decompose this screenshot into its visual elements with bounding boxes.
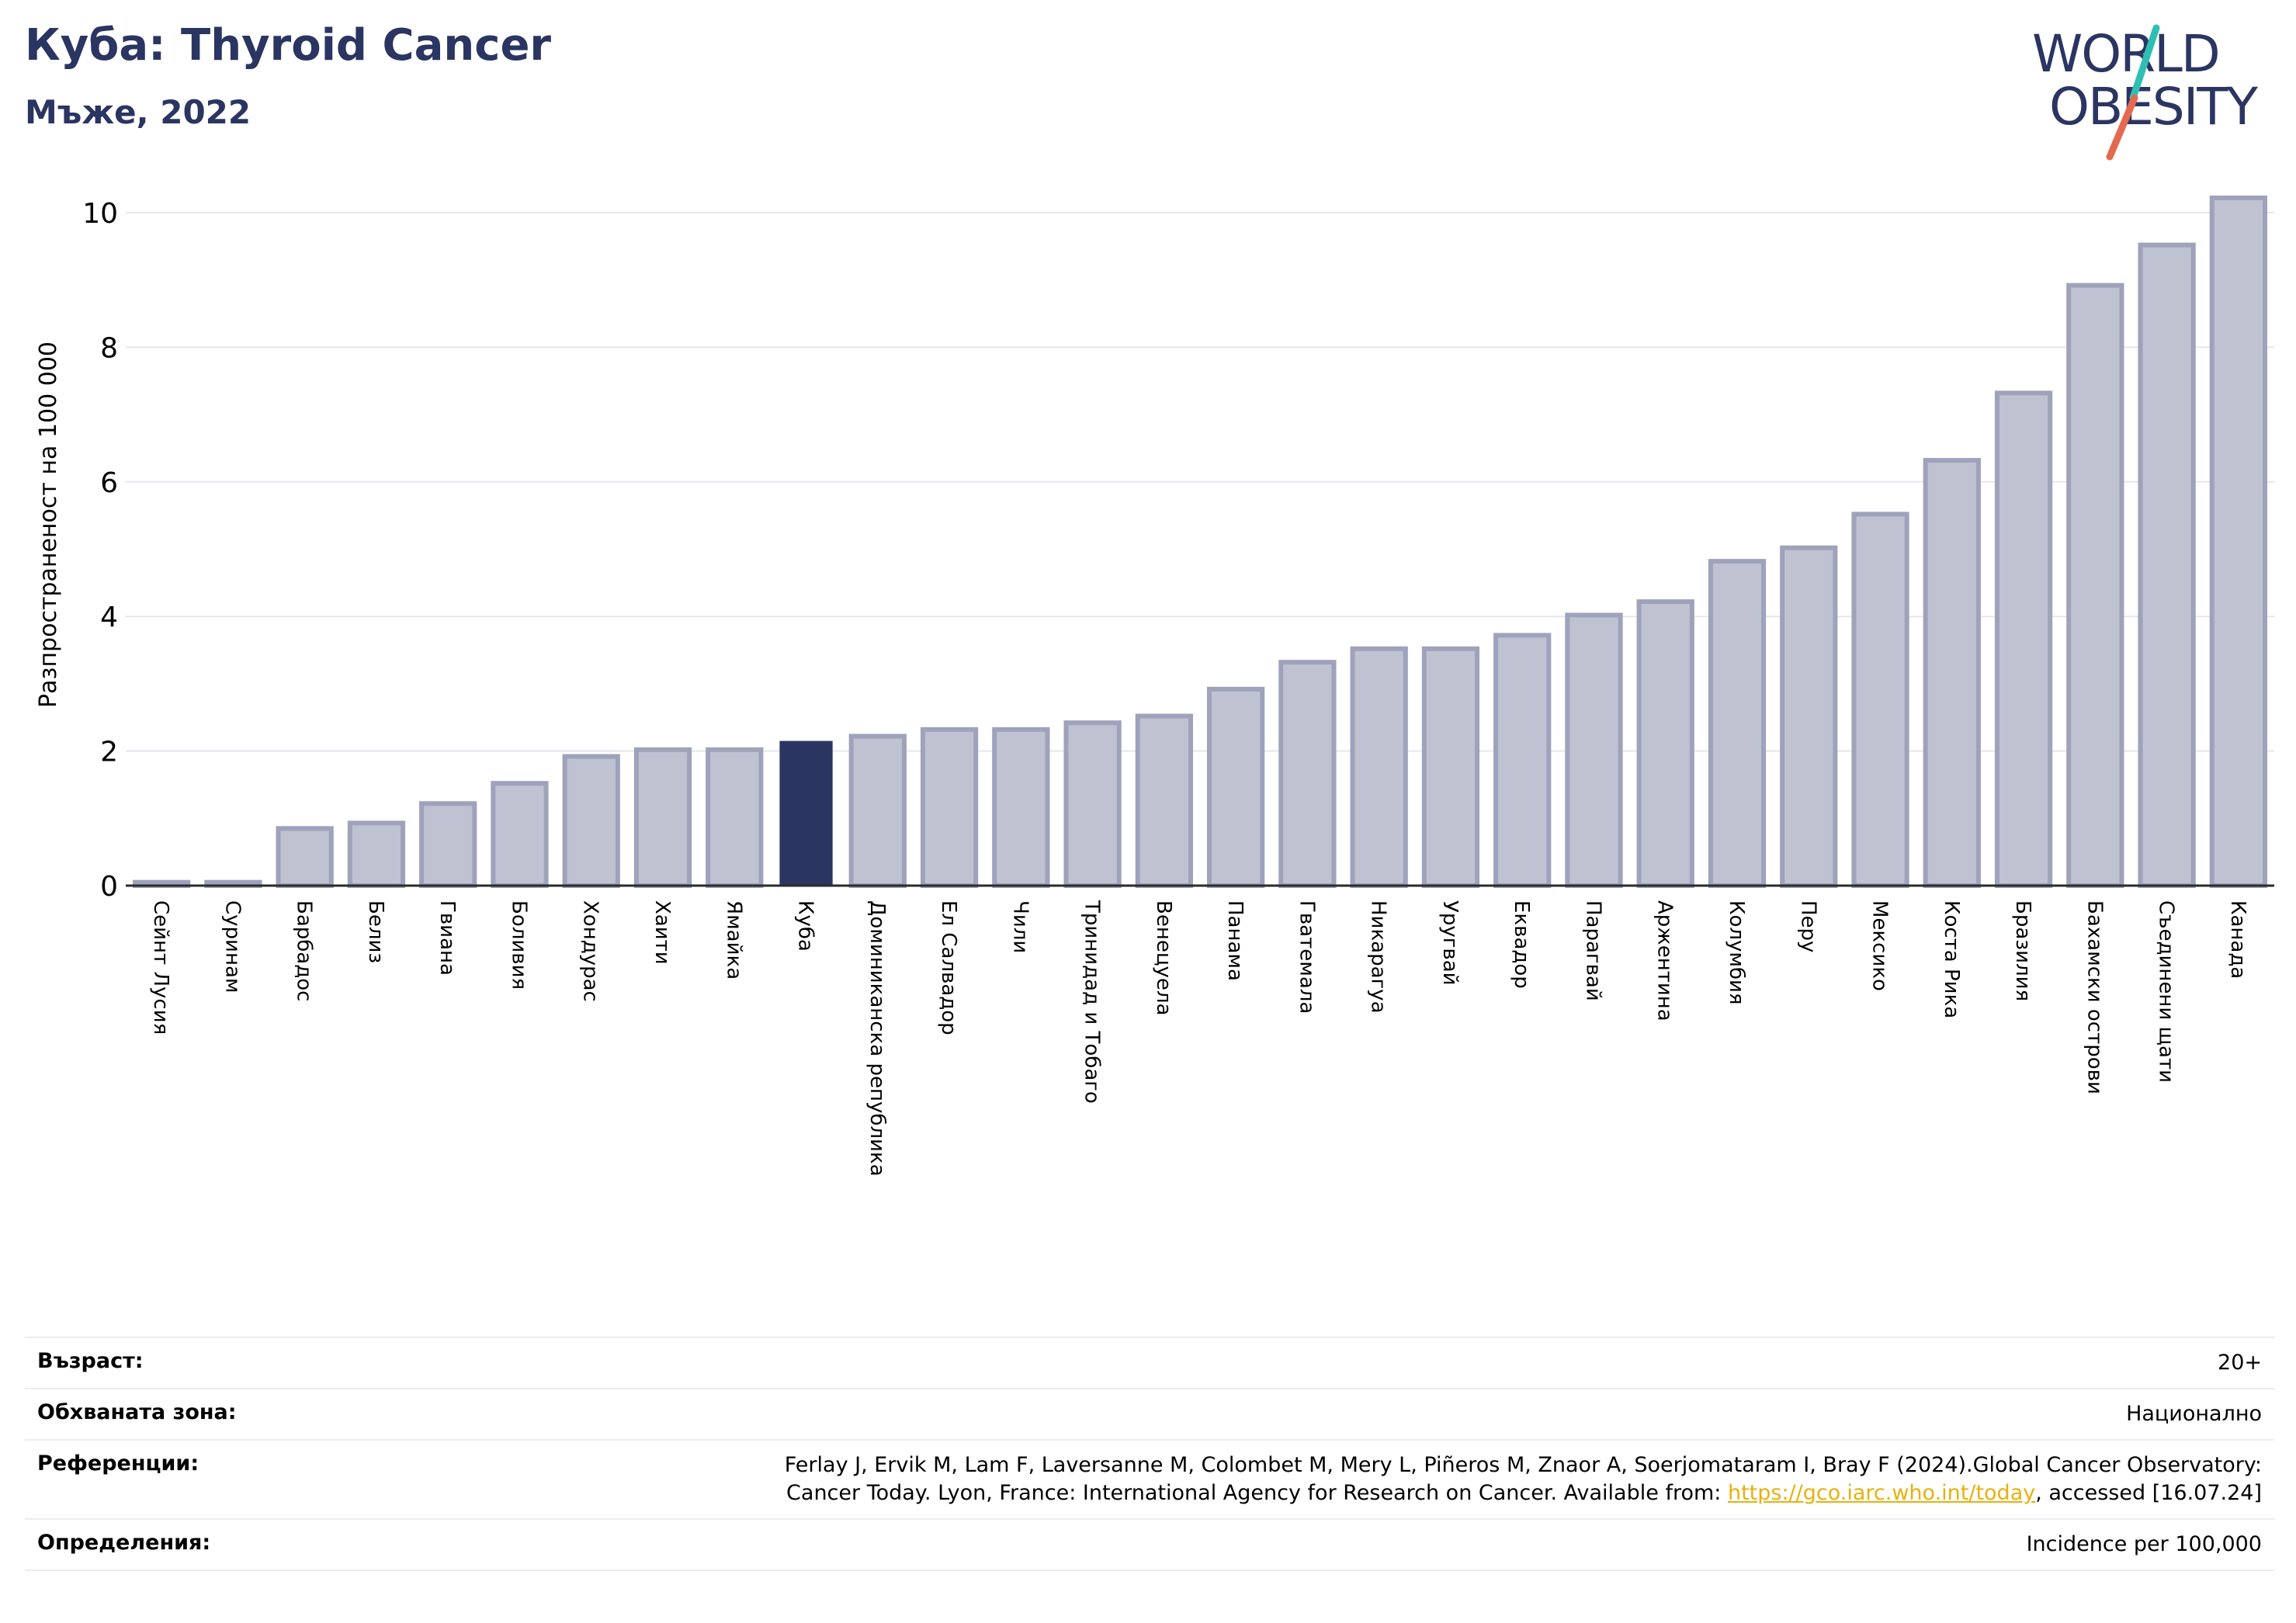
bar <box>1923 458 1981 888</box>
bar <box>2138 242 2196 888</box>
metadata-table: Възраст: 20+ Обхваната зона: Национално … <box>25 1337 2274 1571</box>
logo-line-obesity: OBESITY <box>2049 77 2259 137</box>
x-tick-label: Панама <box>1223 900 1247 981</box>
y-tick-label: 2 <box>100 737 118 768</box>
coverage-value: Национално <box>2126 1402 2262 1426</box>
y-axis-title: Разпространеност на 100 000 <box>35 342 62 708</box>
coverage-label: Обхваната зона: <box>37 1400 237 1424</box>
bar <box>1708 559 1767 889</box>
logo-slash-teal <box>2129 24 2160 102</box>
y-tick-label: 4 <box>100 602 118 633</box>
x-tick-label: Еквадор <box>1510 900 1533 989</box>
meta-row-definitions: Определения: Incidence per 100,000 <box>25 1518 2274 1571</box>
x-tick-label: Мексико <box>1868 900 1892 991</box>
x-tick-label: Венецуела <box>1152 900 1175 1015</box>
bar-chart: 0 2 4 6 8 10 Сейнт Лусия Суринам Барбадос Белиз Г… <box>35 195 2274 1177</box>
bar <box>1350 646 1408 888</box>
x-tick-label: Ел Салвадор <box>937 900 960 1035</box>
x-tick-label: Куба <box>794 900 817 952</box>
references-link[interactable]: https://gco.iarc.who.int/today <box>1727 1481 2036 1505</box>
references-line2-after: , accessed [16.07.24] <box>2035 1481 2262 1505</box>
x-tick-label: Колумбия <box>1725 900 1748 1005</box>
logo-slash-coral <box>2106 94 2138 161</box>
x-tick-label: Барбадос <box>293 900 316 1001</box>
bar <box>1994 390 2053 888</box>
bar <box>1780 545 1838 888</box>
x-tick-label: Коста Рика <box>1940 900 1963 1018</box>
y-tick-label: 10 <box>82 198 118 230</box>
y-tick-label: 0 <box>100 871 118 903</box>
bar <box>1851 512 1909 889</box>
bar <box>1206 686 1265 888</box>
page-subtitle: Мъже, 2022 <box>25 93 251 131</box>
bar <box>562 754 620 889</box>
bar <box>1636 599 1694 888</box>
bar <box>276 826 334 889</box>
definitions-label: Определения: <box>37 1531 211 1555</box>
x-tick-label: Бразилия <box>2011 900 2034 1001</box>
page-title: Куба: Thyroid Cancer <box>25 20 552 71</box>
age-value: 20+ <box>2218 1351 2262 1375</box>
meta-row-coverage: Обхваната зона: Национално <box>25 1388 2274 1439</box>
bar <box>2066 283 2124 888</box>
x-tick-label: Никарагуа <box>1367 900 1390 1014</box>
bar <box>491 781 549 888</box>
bar <box>1421 646 1480 888</box>
y-tick-label: 8 <box>100 332 118 364</box>
bar <box>992 727 1050 889</box>
bar <box>1135 713 1194 888</box>
x-tick-label: Боливия <box>507 900 530 990</box>
bar <box>419 801 477 888</box>
x-axis-ticks: Сейнт Лусия Суринам Барбадос Белиз Гвиана Бол… <box>149 900 2249 1177</box>
definitions-value: Incidence per 100,000 <box>2026 1532 2262 1556</box>
x-tick-label: Чили <box>1008 900 1032 953</box>
x-tick-label: Уругвай <box>1438 900 1462 986</box>
bar <box>1278 660 1337 888</box>
x-tick-label: Суринам <box>220 900 244 994</box>
references-label: Референции: <box>37 1451 199 1476</box>
bar <box>347 820 406 889</box>
world-obesity-logo: WORLD OBESITY <box>2032 24 2260 161</box>
bar <box>706 747 764 889</box>
x-tick-label: Гвиана <box>435 900 459 976</box>
x-tick-label: Аржентина <box>1653 900 1677 1021</box>
bar <box>633 747 692 889</box>
y-axis-ticks: 0 2 4 6 8 10 <box>82 198 118 903</box>
bar <box>1565 612 1623 888</box>
bar <box>1493 633 1552 888</box>
x-tick-label: Тринидад и Тобаго <box>1080 900 1104 1104</box>
x-tick-label: Доминиканска република <box>865 900 889 1177</box>
x-tick-label: Съединени щати <box>2155 900 2178 1083</box>
age-label: Възраст: <box>37 1349 144 1373</box>
bar-highlight <box>779 740 833 886</box>
references-line2-before: Cancer Today. Lyon, France: Internationa… <box>786 1481 1728 1505</box>
x-tick-label: Канада <box>2226 900 2249 979</box>
bar <box>2209 195 2268 888</box>
bars <box>132 195 2268 889</box>
x-tick-label: Хаити <box>650 900 674 965</box>
x-tick-label: Хондурас <box>579 900 602 1002</box>
logo-line-world: WORLD <box>2032 24 2219 84</box>
meta-row-references: Референции: Ferlay J, Ervik M, Lam F, La… <box>25 1439 2274 1518</box>
bar <box>848 733 907 888</box>
meta-row-age: Възраст: 20+ <box>25 1337 2274 1388</box>
x-tick-label: Парагвай <box>1581 900 1604 1001</box>
bar <box>1063 720 1122 888</box>
x-tick-label: Белиз <box>364 900 387 963</box>
gridlines <box>126 212 2274 752</box>
x-tick-label: Сейнт Лусия <box>149 900 172 1035</box>
references-value: Ferlay J, Ervik M, Lam F, Laversanne M, … <box>785 1451 2262 1507</box>
bar <box>920 727 979 889</box>
x-tick-label: Гватемала <box>1295 900 1318 1014</box>
x-tick-label: Бахамски острови <box>2083 900 2106 1094</box>
x-tick-label: Ямайка <box>722 900 745 980</box>
references-line1: Ferlay J, Ervik M, Lam F, Laversanne M, … <box>784 1453 2262 1477</box>
y-tick-label: 6 <box>100 467 118 499</box>
x-tick-label: Перу <box>1796 900 1819 952</box>
